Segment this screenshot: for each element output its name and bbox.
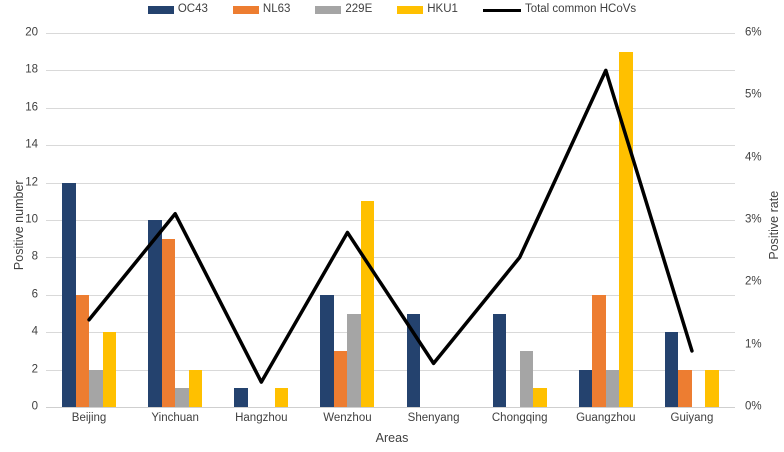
legend-label-total: Total common HCoVs	[524, 3, 637, 16]
bar-hku1-yinchuan	[188, 369, 203, 407]
gridline	[46, 107, 735, 109]
left-tick-label-16: 16	[25, 101, 38, 114]
right-tick-label-3pct: 3%	[745, 213, 762, 226]
hku1-swatch-icon	[397, 6, 424, 14]
gridline	[46, 369, 735, 371]
gridline	[46, 145, 735, 147]
bar-oc43-chongqing	[492, 313, 507, 407]
x-tick-label-hangzhou: Hangzhou	[235, 412, 288, 424]
left-tick-label-8: 8	[31, 250, 38, 263]
gridline	[46, 182, 735, 184]
bar-hku1-guiyang	[705, 369, 719, 407]
gridline	[46, 70, 735, 72]
legend-label-hku1: HKU1	[427, 3, 458, 16]
x-axis-line	[46, 407, 735, 408]
bar-nl63-guiyang	[678, 369, 692, 407]
right-tick-label-1pct: 1%	[745, 337, 762, 350]
right-tick-label-2pct: 2%	[745, 275, 762, 288]
total-hcov-polyline	[87, 68, 694, 384]
bar-229e-yinchuan	[175, 388, 189, 407]
bar-229e-chongqing	[519, 350, 534, 407]
total-hcov-line	[87, 68, 694, 384]
bar-hku1-hangzhou	[274, 388, 289, 407]
bar-oc43-yinchuan	[148, 220, 162, 407]
bar-229e-wenzhou	[347, 313, 361, 407]
bar-hku1-beijing	[102, 332, 117, 407]
x-tick-label-beijing: Beijing	[71, 412, 107, 424]
left-tick-label-20: 20	[25, 26, 38, 39]
left-tick-label-2: 2	[31, 362, 38, 375]
left-tick-label-14: 14	[25, 138, 38, 151]
bar-oc43-hangzhou	[234, 388, 248, 407]
bar-229e-beijing	[89, 369, 103, 407]
right-tick-label-0pct: 0%	[745, 400, 762, 413]
x-tick-label-guiyang: Guiyang	[670, 412, 714, 424]
nl63-swatch-icon	[232, 6, 259, 14]
right-tick-label-4pct: 4%	[745, 150, 762, 163]
x-tick-label-shenyang: Shenyang	[407, 412, 460, 424]
bar-oc43-guangzhou	[578, 369, 593, 407]
bar-nl63-wenzhou	[333, 350, 348, 407]
legend-label-nl63: NL63	[262, 3, 291, 16]
x-tick-label-yinchuan: Yinchuan	[151, 412, 199, 424]
legend-label-oc43: OC43	[177, 3, 208, 16]
right-tick-label-5pct: 5%	[745, 88, 762, 101]
x-tick-label-wenzhou: Wenzhou	[323, 412, 372, 424]
bar-oc43-beijing	[62, 182, 76, 407]
left-tick-label-18: 18	[25, 63, 38, 76]
gridline	[46, 332, 735, 334]
bar-hku1-guangzhou	[619, 51, 633, 407]
legend-item-oc43: OC43	[147, 3, 208, 16]
gridline	[46, 220, 735, 221]
gridline	[46, 33, 735, 34]
bar-229e-guangzhou	[605, 369, 620, 407]
bar-hku1-wenzhou	[360, 201, 375, 407]
bar-oc43-guiyang	[664, 332, 679, 407]
legend-label-229e: 229E	[345, 3, 373, 16]
right-tick-label-6pct: 6%	[745, 26, 762, 39]
x-tick-label-guangzhou: Guangzhou	[576, 412, 636, 424]
x-tick-label-chongqing: Chongqing	[491, 412, 548, 424]
legend-item-total-line: Total common HCoVs	[482, 3, 637, 16]
bar-hku1-chongqing	[533, 388, 547, 407]
chart-legend: OC43 NL63 229E HKU1 Total common HCoVs	[0, 1, 784, 19]
left-tick-label-10: 10	[25, 213, 38, 226]
total-line-swatch-icon	[482, 8, 521, 12]
bar-oc43-wenzhou	[320, 294, 334, 407]
bar-nl63-yinchuan	[161, 238, 176, 407]
gridline	[46, 257, 735, 259]
left-tick-label-6: 6	[31, 288, 38, 301]
left-tick-label-0: 0	[31, 400, 38, 413]
oc43-swatch-icon	[147, 6, 174, 14]
bar-nl63-beijing	[75, 294, 90, 407]
bar-nl63-guangzhou	[592, 294, 606, 407]
legend-item-229e: 229E	[315, 4, 372, 16]
x-axis-title: Areas	[375, 431, 409, 445]
left-tick-label-12: 12	[25, 175, 38, 188]
229e-swatch-icon	[315, 6, 342, 14]
left-tick-label-4: 4	[31, 325, 38, 338]
legend-item-hku1: HKU1	[397, 4, 458, 16]
plot-area	[46, 33, 735, 408]
legend-item-nl63: NL63	[232, 3, 291, 16]
